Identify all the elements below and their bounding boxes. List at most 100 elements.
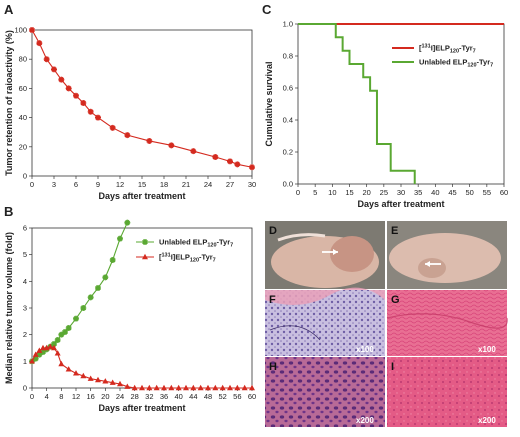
x-tick-label: 44	[189, 392, 197, 401]
mag-label-i: x200	[478, 416, 496, 425]
photo-label-f: F	[269, 294, 276, 306]
data-point	[65, 325, 72, 331]
data-point	[117, 380, 123, 387]
x-tick-label: 12	[116, 180, 124, 189]
x-tick-label: 40	[174, 392, 182, 401]
data-point	[65, 366, 72, 372]
x-tick-label: 21	[182, 180, 190, 189]
data-point	[80, 305, 87, 311]
x-axis-title: Days after treatment	[98, 191, 185, 201]
y-tick-label: 80	[19, 55, 27, 64]
photo-e: E	[387, 221, 507, 289]
data-point	[51, 341, 57, 347]
x-tick-label: 4	[45, 392, 49, 401]
data-point	[73, 315, 79, 322]
y-tick-label: 20	[19, 142, 27, 151]
x-tick-label: 15	[138, 180, 146, 189]
data-point	[87, 375, 94, 381]
data-point	[109, 379, 116, 385]
x-tick-label: 5	[313, 188, 317, 197]
y-tick-label: 100	[14, 26, 27, 35]
data-point	[87, 294, 94, 301]
data-point	[54, 337, 61, 343]
photo-h: H x200	[265, 357, 385, 427]
data-point	[65, 85, 72, 92]
y-tick-label: 0.2	[283, 148, 293, 157]
data-point	[249, 384, 255, 391]
y-tick-label: 1.0	[283, 20, 293, 29]
x-tick-label: 18	[160, 180, 168, 189]
legend: [131I]ELP120-Tyr7 Unlabled ELP120-Tyr7	[392, 44, 493, 69]
photo-f: F x100	[265, 287, 385, 356]
data-point	[58, 76, 65, 83]
x-tick-label: 30	[397, 188, 405, 197]
mag-label-g: x100	[478, 345, 496, 354]
data-point	[124, 383, 131, 389]
legend-marker	[142, 253, 148, 260]
x-tick-label: 10	[328, 188, 336, 197]
panel-letter-a: A	[4, 2, 14, 17]
data-point	[51, 344, 57, 351]
data-point	[161, 384, 167, 391]
x-tick-label: 9	[96, 180, 100, 189]
x-tick-label: 56	[233, 392, 241, 401]
data-point	[32, 355, 39, 362]
y-tick-label: 0.6	[283, 84, 293, 93]
x-tick-label: 48	[204, 392, 212, 401]
series-line	[31, 222, 128, 362]
data-point	[168, 384, 175, 391]
data-point	[95, 114, 101, 121]
x-tick-label: 27	[226, 180, 234, 189]
mag-label-f: x100	[356, 345, 374, 354]
y-tick-label: 60	[19, 84, 27, 93]
legend-label: [131I]ELP120-Tyr7	[419, 44, 476, 55]
series-line	[298, 23, 416, 184]
data-point	[58, 331, 65, 338]
data-point	[62, 329, 68, 335]
data-point	[32, 351, 39, 357]
data-point	[146, 137, 153, 144]
x-axis-title: Days after treatment	[98, 403, 185, 413]
chart-b: 0 4 8 12 16 20 24 28 32 36 40 44 48 52 56 600123456Days…	[4, 219, 256, 413]
photo-label-h: H	[269, 361, 277, 373]
data-point	[146, 384, 153, 391]
data-point	[234, 384, 241, 391]
data-point	[73, 92, 79, 99]
x-tick-label: 28	[130, 392, 138, 401]
x-tick-label: 6	[74, 180, 78, 189]
mag-label-h: x200	[356, 416, 374, 425]
data-point	[241, 384, 248, 391]
data-point	[153, 384, 160, 391]
y-tick-label: 3	[23, 304, 27, 313]
photo-label-g: G	[391, 294, 400, 306]
data-point	[212, 384, 219, 391]
x-tick-label: 55	[483, 188, 491, 197]
x-tick-label: 52	[218, 392, 226, 401]
x-tick-label: 16	[86, 392, 94, 401]
chart-c: 0 5 10 15 20 25 30 35 40 45 50 55 60 0.0 0.2 0.4 0.6 0.8 1…	[264, 20, 508, 210]
chart-a: 0 3 6 9 12 15 18 21 24 27 30 0 20 40 60 80 100 Days after…	[4, 26, 256, 202]
x-tick-label: 20	[101, 392, 109, 401]
data-point	[36, 40, 43, 47]
data-point	[102, 274, 109, 281]
x-tick-label: 24	[116, 392, 124, 401]
x-tick-label: 50	[465, 188, 473, 197]
x-tick-label: 35	[414, 188, 422, 197]
photo-g: G x100	[386, 290, 508, 356]
x-tick-label: 20	[362, 188, 370, 197]
data-point	[87, 108, 94, 115]
data-point	[102, 378, 109, 384]
series-1	[29, 343, 255, 391]
photo-d: D	[265, 221, 385, 289]
x-tick-label: 24	[204, 180, 212, 189]
x-tick-label: 25	[380, 188, 388, 197]
panel-letter-c: C	[262, 2, 272, 17]
y-tick-label: 1	[23, 357, 27, 366]
data-point	[234, 161, 241, 168]
photo-grid: D E F x100 G x100 H x	[265, 221, 508, 427]
data-point	[124, 219, 131, 226]
x-tick-label: 3	[52, 180, 56, 189]
y-tick-label: 4	[23, 277, 27, 286]
y-axis-title: Tumor retention of raioactivity (%)	[4, 30, 14, 176]
